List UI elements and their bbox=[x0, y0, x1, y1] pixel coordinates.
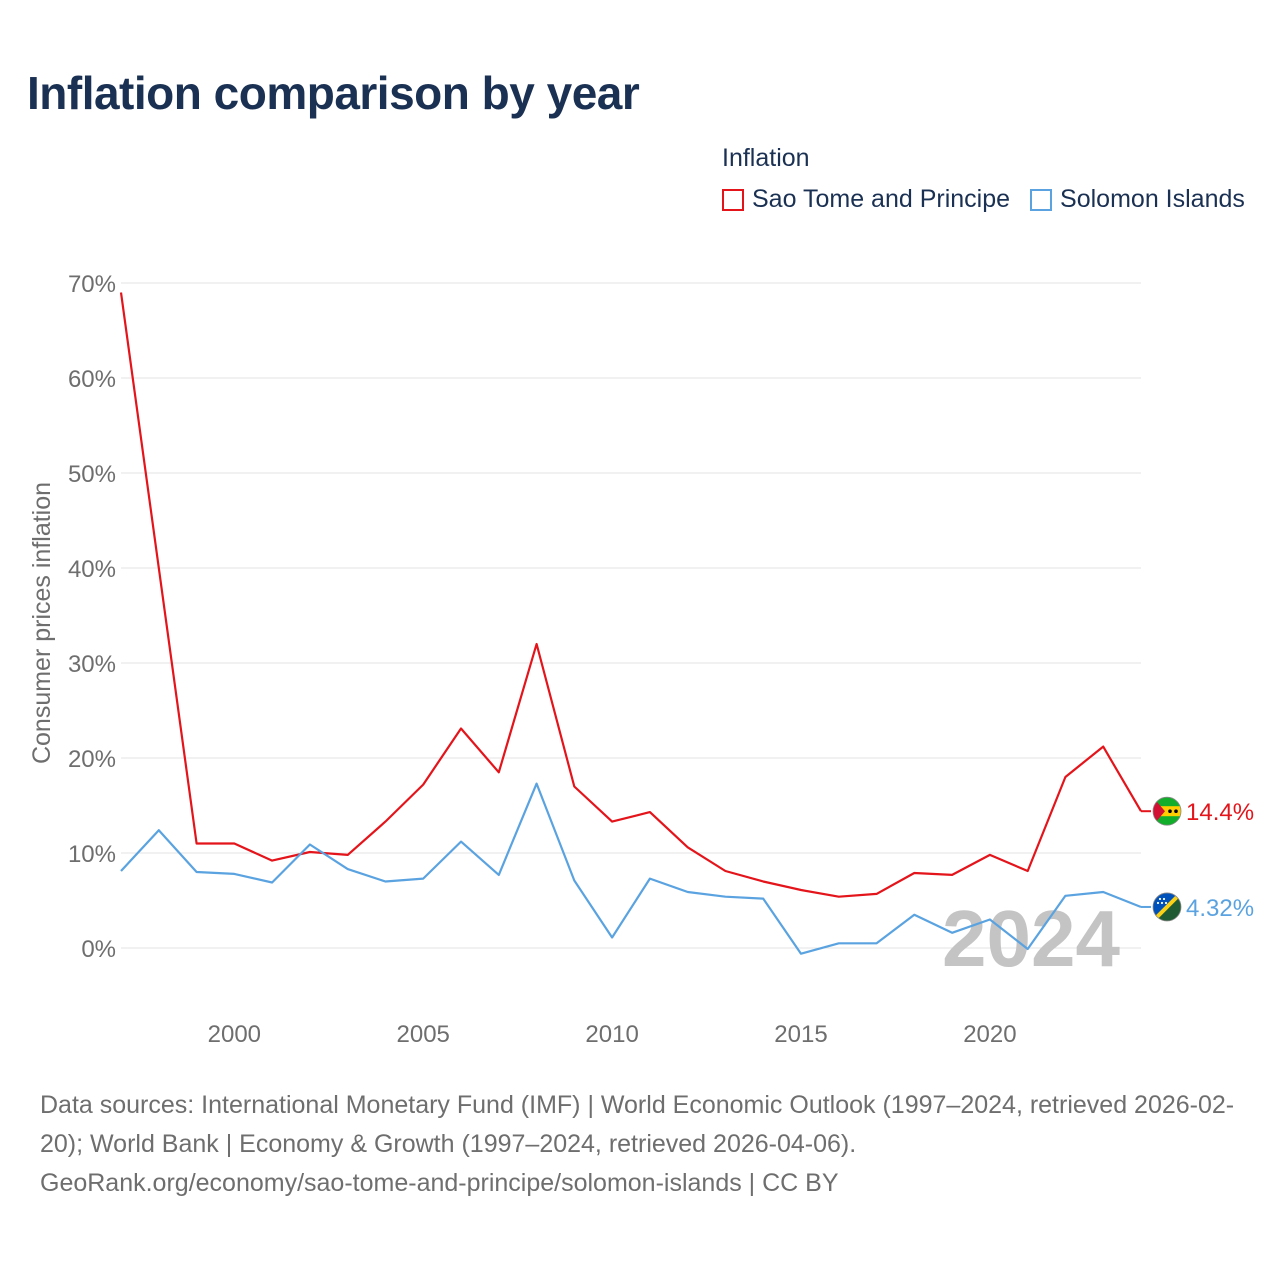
x-tick-label: 2015 bbox=[774, 1021, 827, 1048]
legend: Sao Tome and Principe Solomon Islands bbox=[722, 185, 1265, 214]
y-axis-label: Consumer prices inflation bbox=[28, 482, 56, 764]
sao-tome-and-principe-flag-icon bbox=[1152, 796, 1182, 826]
series-line-0[interactable] bbox=[119, 292, 1142, 898]
y-tick-label: 70% bbox=[68, 271, 116, 298]
grid-lines bbox=[121, 282, 1141, 949]
footer: Data sources: International Monetary Fun… bbox=[40, 1086, 1245, 1203]
legend-label-solomon: Solomon Islands bbox=[1060, 185, 1245, 213]
x-axis-ticks: 2000 2005 2010 2015 2020 bbox=[208, 1021, 1017, 1048]
source-link[interactable]: GeoRank.org/economy/sao-tome-and-princip… bbox=[40, 1169, 839, 1197]
data-sources: Data sources: International Monetary Fun… bbox=[40, 1091, 1235, 1158]
y-tick-label: 40% bbox=[68, 556, 116, 583]
legend-item-solomon[interactable]: Solomon Islands bbox=[1030, 185, 1245, 214]
y-tick-label: 0% bbox=[81, 936, 116, 963]
legend-swatch-sao-tome bbox=[722, 188, 744, 211]
legend-swatch-solomon bbox=[1030, 188, 1053, 211]
legend-item-sao-tome[interactable]: Sao Tome and Principe bbox=[722, 185, 1010, 214]
legend-label-sao-tome: Sao Tome and Principe bbox=[752, 185, 1011, 213]
year-watermark: 2024 bbox=[942, 894, 1120, 983]
x-tick-label: 2005 bbox=[397, 1021, 450, 1048]
y-tick-label: 10% bbox=[68, 841, 116, 868]
chart-title: Inflation comparison by year bbox=[27, 67, 640, 119]
solomon-islands-flag-icon bbox=[1152, 892, 1182, 922]
y-tick-label: 60% bbox=[68, 366, 116, 393]
y-tick-label: 50% bbox=[68, 461, 116, 488]
series-line-1[interactable] bbox=[120, 782, 1142, 955]
x-tick-label: 2010 bbox=[585, 1021, 638, 1048]
y-tick-label: 20% bbox=[68, 746, 116, 773]
y-tick-label: 30% bbox=[68, 651, 116, 678]
x-tick-label: 2020 bbox=[963, 1021, 1016, 1048]
end-labels: 14.4% 4.32% bbox=[1141, 796, 1254, 922]
end-value-label: 14.4% bbox=[1186, 799, 1254, 826]
legend-title: Inflation bbox=[722, 144, 810, 172]
y-axis-ticks: 0% 10% 20% 30% 40% 50% 60% 70% bbox=[68, 271, 116, 963]
end-value-label: 4.32% bbox=[1186, 895, 1254, 922]
series-lines bbox=[119, 292, 1142, 955]
line-chart: 0% 10% 20% 30% 40% 50% 60% 70% 2000 2005 2010 2015… bbox=[28, 271, 1254, 1048]
x-tick-label: 2000 bbox=[208, 1021, 261, 1048]
